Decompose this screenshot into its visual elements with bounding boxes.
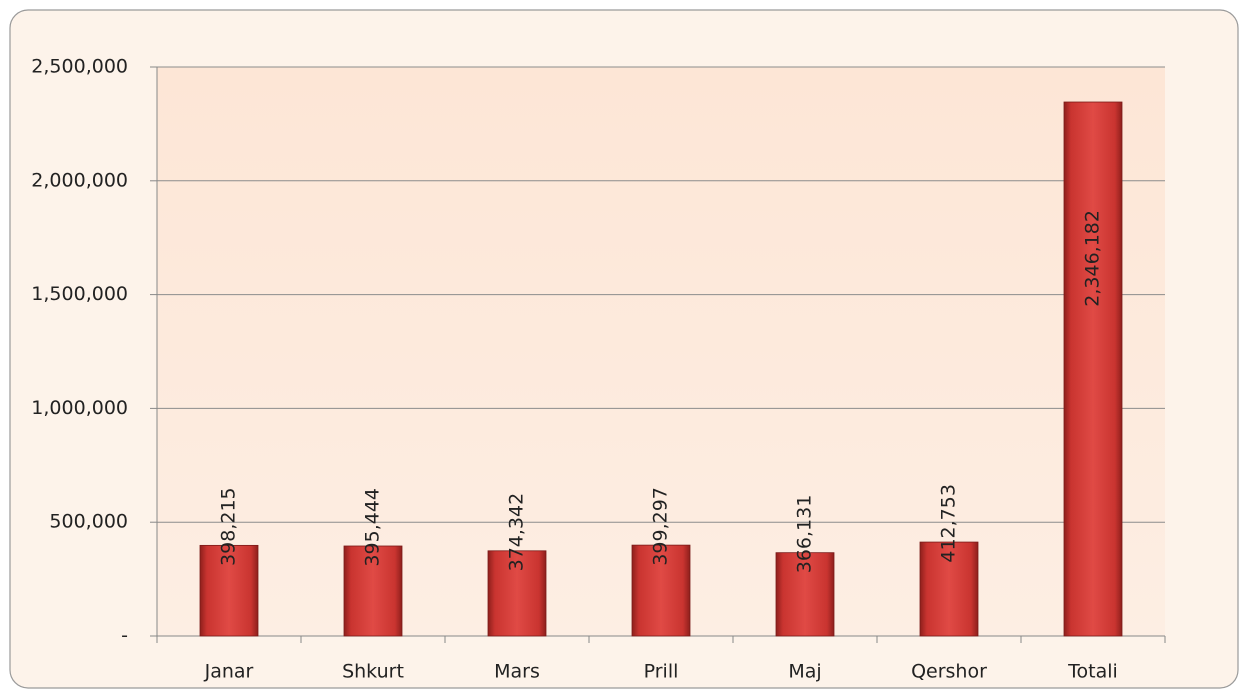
- x-tick-label: Janar: [204, 661, 254, 683]
- data-label: 399,297: [650, 487, 672, 566]
- x-tick-label: Shkurt: [342, 661, 404, 683]
- bar: [343, 545, 403, 637]
- data-label: 374,342: [506, 493, 528, 572]
- y-tick-label: 1,500,000: [31, 283, 128, 305]
- y-tick-label: 1,000,000: [31, 397, 128, 419]
- y-tick-label: 2,000,000: [31, 169, 128, 191]
- data-label: 412,753: [938, 484, 960, 563]
- bar: [919, 541, 979, 637]
- bar: [631, 544, 691, 637]
- x-tick-label: Mars: [494, 661, 540, 683]
- bar: [1063, 101, 1123, 637]
- bar: [775, 552, 835, 637]
- y-tick-label: -: [121, 625, 128, 647]
- data-label: 2,346,182: [1082, 210, 1104, 307]
- y-tick-label: 2,500,000: [31, 56, 128, 78]
- x-tick-label: Qershor: [911, 661, 987, 683]
- data-label: 395,444: [362, 488, 384, 567]
- x-tick-label: Prill: [644, 661, 679, 683]
- x-tick-label: Maj: [788, 661, 821, 683]
- bar: [487, 550, 547, 637]
- data-label: 366,131: [794, 495, 816, 574]
- y-tick-label: 500,000: [49, 511, 128, 533]
- x-tick-label: Totali: [1067, 661, 1118, 683]
- bar: [199, 544, 259, 637]
- data-label: 398,215: [218, 487, 240, 566]
- plot-area: [157, 67, 1165, 636]
